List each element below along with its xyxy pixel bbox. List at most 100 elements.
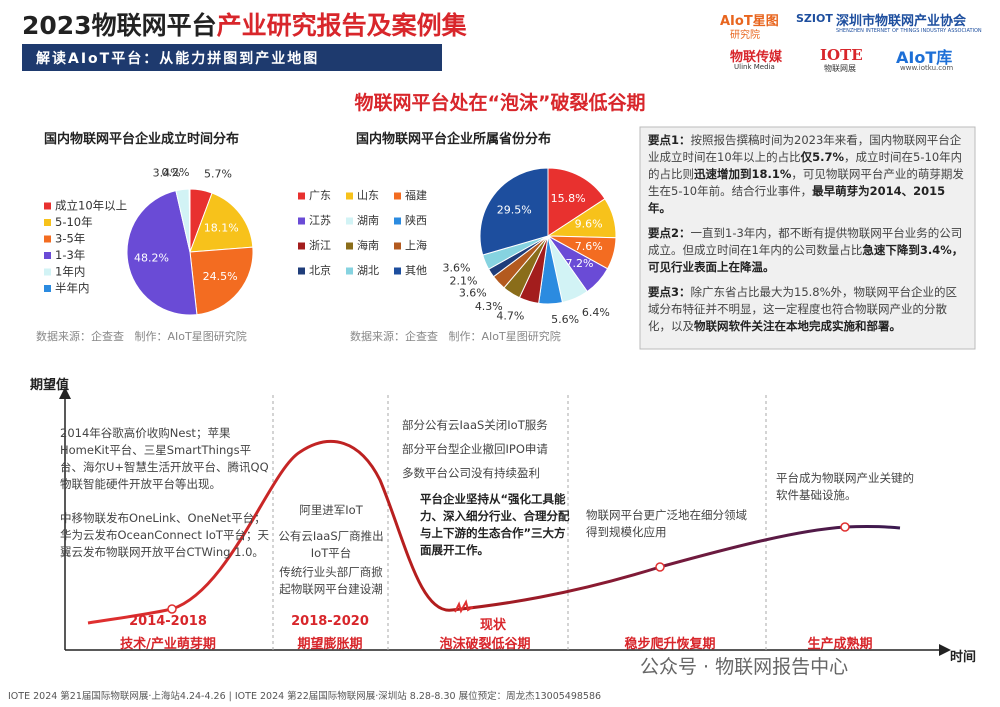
legend-swatch bbox=[346, 242, 353, 250]
key-point: 要点2：一直到1-3年内，都不断有提供物联网平台业务的公司成立。但成立时间在1年… bbox=[648, 225, 968, 276]
logo: 物联传媒 bbox=[730, 50, 783, 65]
key-point-label: 要点2： bbox=[648, 226, 691, 240]
legend-label: 海南 bbox=[357, 238, 379, 252]
legend-label: 山东 bbox=[357, 189, 379, 202]
data-label: 9.6% bbox=[575, 217, 603, 230]
source: 数据来源：企查查 制作：AIoT星图研究院 bbox=[36, 330, 247, 343]
data-label: 6.4% bbox=[582, 306, 610, 319]
status-icon bbox=[454, 599, 474, 614]
main-title: 物联网平台处在“泡沫”破裂低谷期 bbox=[354, 92, 646, 114]
pie-slice bbox=[126, 190, 198, 316]
phase-note: 公有云IaaS厂商推出IoT平台 bbox=[278, 529, 384, 560]
key-point-box bbox=[639, 126, 976, 350]
data-label: 5.6% bbox=[551, 313, 579, 326]
key-point-text: 按照报告撰稿时间为2023年来看，国内物联网平台企业成立时间在10年以上的占比 bbox=[648, 133, 962, 164]
legend-label: 1-3年 bbox=[55, 248, 85, 262]
data-label: 3.6% bbox=[459, 287, 487, 300]
key-point-text: 物联网软件关注在本地完成实施和部署。 bbox=[694, 319, 901, 333]
legend-label: 浙江 bbox=[309, 239, 331, 252]
data-label: 3.6% bbox=[443, 261, 471, 274]
logo: 研究院 bbox=[730, 30, 760, 41]
phase-highlight: 平台企业坚持从“强化工具能力、深入细分行业、合理分配与上下游的生态合作”三大方面… bbox=[420, 492, 570, 557]
logo: AIoT库 bbox=[896, 48, 953, 67]
pie-slice bbox=[547, 167, 606, 237]
legend-swatch bbox=[346, 192, 353, 200]
legend-swatch bbox=[346, 267, 353, 275]
phase-note: 平台成为物联网产业关键的软件基础设施。 bbox=[776, 471, 914, 502]
key-point: 要点1：按照报告撰稿时间为2023年来看，国内物联网平台企业成立时间在10年以上… bbox=[648, 132, 968, 217]
data-label: 7.6% bbox=[575, 240, 603, 253]
title-highlight: 产业研究报告及案例集 bbox=[216, 11, 467, 40]
legend-label: 江苏 bbox=[309, 214, 331, 227]
pie-slice bbox=[189, 246, 254, 316]
phase-note: 部分平台型企业撤回IPO申请 bbox=[402, 442, 548, 456]
logo: 物联网展 bbox=[824, 64, 856, 73]
data-label: 29.5% bbox=[497, 204, 532, 217]
phase-note: 多数平台公司没有持续盈利 bbox=[402, 466, 540, 480]
key-point-text: 除广东省占比最大为15.8%外，物联网平台企业的区域分布特征并不明显，这一定程度… bbox=[648, 285, 958, 333]
key-point-text: 一直到1-3年内，都不断有提供物联网平台业务的公司成立。但成立时间在1年内的公司… bbox=[648, 226, 963, 257]
x-axis-label: 时间 bbox=[950, 650, 977, 665]
key-point-text: 仅5.7% bbox=[800, 150, 845, 164]
footer: IOTE 2024 第21届国际物联网展·上海站4.24-4.26 | IOTE… bbox=[8, 691, 602, 702]
phase-note: 中移物联发布OneLink、OneNet平台；华为云发布OceanConnect… bbox=[60, 511, 269, 559]
chart-title: 国内物联网平台企业成立时间分布 bbox=[44, 132, 240, 147]
phase-separators bbox=[272, 395, 767, 650]
data-label: 4.3% bbox=[475, 300, 503, 313]
data-label: 0.2% bbox=[162, 166, 190, 179]
header-title: 2023物联网平台产业研究报告及案例集 bbox=[22, 6, 467, 42]
pie-slice bbox=[479, 167, 549, 256]
legend-swatch bbox=[44, 219, 51, 226]
legend-swatch bbox=[44, 202, 51, 210]
legend-label: 3-5年 bbox=[55, 232, 85, 246]
phase-name: 稳步爬升恢复期 bbox=[624, 637, 716, 652]
legend-label: 5-10年 bbox=[55, 215, 93, 229]
legend-label: 上海 bbox=[405, 238, 427, 252]
data-label: 48.2% bbox=[134, 252, 169, 265]
phase-note: 2014年谷歌高价收购Nest；苹果HomeKit平台、三星SmartThing… bbox=[60, 426, 269, 491]
key-point-label: 要点3： bbox=[648, 285, 691, 299]
key-point-text: 迅速增加到18.1% bbox=[694, 167, 792, 181]
curve-dots bbox=[167, 522, 850, 614]
subtitle: 解读AIoT平台：从能力拼图到产业地图 bbox=[36, 51, 320, 67]
logo: SZIOT bbox=[796, 12, 833, 25]
key-point-text: 最早萌芽为2014、2015年。 bbox=[648, 184, 946, 215]
phase-note: 部分公有云IaaS关闭IoT服务 bbox=[402, 418, 548, 432]
legend-label: 福建 bbox=[405, 188, 427, 202]
legend-label: 广东 bbox=[309, 189, 331, 202]
pie-slice bbox=[189, 192, 254, 253]
legend-label: 1年内 bbox=[55, 265, 85, 279]
data-label: 2.1% bbox=[450, 275, 478, 288]
phase-years: 2018-2020 bbox=[291, 614, 369, 629]
source: 数据来源：企查查 制作：AIoT星图研究院 bbox=[350, 330, 561, 343]
legend-label: 成立10年以上 bbox=[55, 199, 127, 213]
legend-label: 湖北 bbox=[357, 264, 379, 277]
key-point-text: 急速下降到3.4%，可见行业表面上在降温。 bbox=[648, 243, 964, 274]
chart-title: 国内物联网平台企业所属省份分布 bbox=[356, 132, 552, 147]
legend-swatch bbox=[298, 217, 305, 225]
logo: SHENZHEN INTERNET OF THINGS INDUSTRY ASS… bbox=[836, 28, 982, 34]
phase-note: 阿里进军IoT bbox=[299, 503, 363, 517]
phase-years: 2014-2018 bbox=[129, 614, 207, 629]
legend-label: 北京 bbox=[309, 263, 331, 277]
data-label: 5.7% bbox=[204, 167, 232, 180]
legend-swatch bbox=[298, 267, 305, 275]
logo: www.iotku.com bbox=[900, 64, 954, 72]
data-label: 15.8% bbox=[551, 192, 586, 205]
key-points: 要点1：按照报告撰稿时间为2023年来看，国内物联网平台企业成立时间在10年以上… bbox=[648, 132, 968, 343]
status-marker: 现状 bbox=[480, 618, 507, 633]
legend-label: 陕西 bbox=[405, 213, 427, 227]
legend-swatch bbox=[394, 217, 401, 225]
data-label: 18.1% bbox=[204, 222, 239, 235]
legend-swatch bbox=[298, 192, 305, 200]
legend-swatch bbox=[394, 192, 401, 200]
key-point: 要点3：除广东省占比最大为15.8%外，物联网平台企业的区域分布特征并不明显，这… bbox=[648, 284, 968, 335]
logo: IOTE bbox=[820, 46, 863, 64]
phase-note: 物联网平台更广泛地在细分领域得到规模化应用 bbox=[586, 508, 747, 539]
y-axis-label: 期望值 bbox=[30, 378, 70, 393]
phase-name: 生产成熟期 bbox=[807, 637, 873, 652]
pie-slice bbox=[188, 188, 191, 253]
title-prefix: 2023物联网平台 bbox=[22, 11, 217, 40]
phase-name: 泡沫破裂低谷期 bbox=[439, 637, 531, 652]
